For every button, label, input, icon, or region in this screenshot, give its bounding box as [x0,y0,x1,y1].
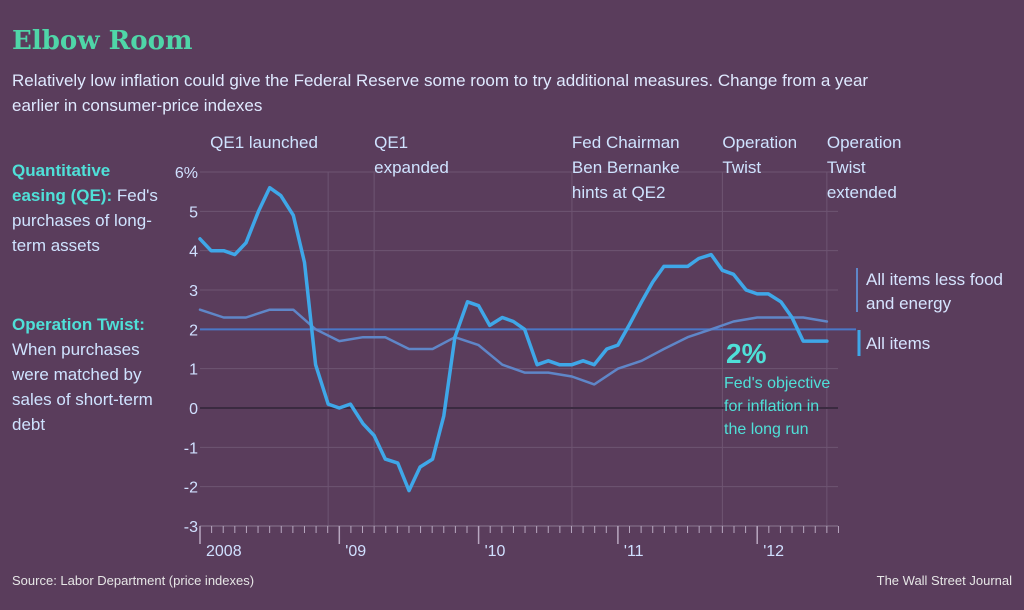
x-tick-label: '09 [345,543,366,560]
target-text: Fed's objective for inflation in the lon… [724,375,831,438]
event-label: QE1 expanded [374,133,449,177]
event-lines [327,172,828,526]
series-lines [198,185,829,493]
twist-note: Operation Twist: When purchases were mat… [12,312,162,437]
y-tick-label: 3 [189,283,198,300]
y-tick-label: -1 [184,440,198,457]
twist-note-title: Operation Twist: [12,315,145,334]
twist-note-text: When purchases were matched by sales of … [12,340,153,434]
y-tick-label: 1 [189,362,198,379]
y-tick-label: 4 [189,244,198,261]
y-tick-label: 0 [189,401,198,418]
series-line-core [198,308,829,386]
x-tick-label: 2008 [206,543,242,560]
qe-note-title: Quantitative easing (QE): [12,161,113,205]
y-tick-label: -3 [184,519,198,536]
event-label: Operation Twist extended [826,133,902,202]
series-line-all-items [198,185,829,493]
legend-core: All items less food and energy [866,270,1003,313]
legend-all: All items [866,334,931,353]
axes: 6% 5 4 3 2 1 0 -1 -2 -3 2008 '09 '10 '11 '12 [175,165,861,560]
target-value: 2% [726,338,767,369]
y-tick-label: 5 [189,204,198,221]
source-note: Source: Labor Department (price indexes) [12,573,255,588]
qe-note: Quantitative easing (QE): Fed's purchase… [12,158,162,258]
event-label: QE1 launched [210,133,318,152]
x-tick-label: '11 [624,543,644,560]
chart-title: Elbow Room [12,26,193,56]
x-tick-label: '10 [485,543,506,560]
publisher-credit: The Wall Street Journal [876,573,1012,588]
chart-subtitle: Relatively low inflation could give the … [12,71,869,115]
x-tick-label: '12 [763,543,784,560]
y-tick-label: 2 [189,322,198,339]
event-label: Fed Chairman Ben Bernanke hints at QE2 [571,133,680,202]
event-label: Operation Twist [722,133,798,177]
qe-note-text: Fed's purchases of long-term assets [12,186,158,255]
y-tick-label: 6% [175,165,198,182]
y-tick-label: -2 [184,480,198,497]
